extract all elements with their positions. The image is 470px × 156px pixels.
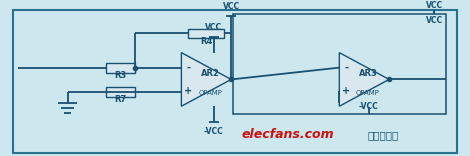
Text: 电子烧砲居: 电子烧砲居 (368, 130, 399, 140)
Text: R4: R4 (200, 37, 212, 46)
Bar (188, 29, 225, 38)
Text: R7: R7 (114, 95, 126, 104)
Text: OPAMP: OPAMP (198, 90, 222, 96)
Text: AR3: AR3 (359, 69, 377, 78)
Bar (106, 63, 134, 73)
Text: -VCC: -VCC (359, 102, 379, 111)
Text: elecfans.com: elecfans.com (241, 128, 334, 141)
Text: VCC: VCC (425, 1, 443, 10)
Polygon shape (339, 53, 389, 106)
Text: OPAMP: OPAMP (356, 90, 380, 96)
Text: VCC: VCC (205, 23, 222, 32)
Text: R3: R3 (114, 71, 126, 80)
Text: +: + (184, 86, 192, 96)
Text: VCC: VCC (223, 2, 240, 10)
Text: -VCC: -VCC (204, 127, 224, 136)
Polygon shape (181, 53, 231, 106)
Text: -: - (344, 63, 348, 73)
Text: +: + (342, 86, 350, 96)
Text: VCC: VCC (425, 16, 443, 25)
Text: AR2: AR2 (201, 69, 219, 78)
Text: -: - (186, 63, 190, 73)
Bar (106, 87, 134, 97)
Bar (233, 14, 446, 114)
